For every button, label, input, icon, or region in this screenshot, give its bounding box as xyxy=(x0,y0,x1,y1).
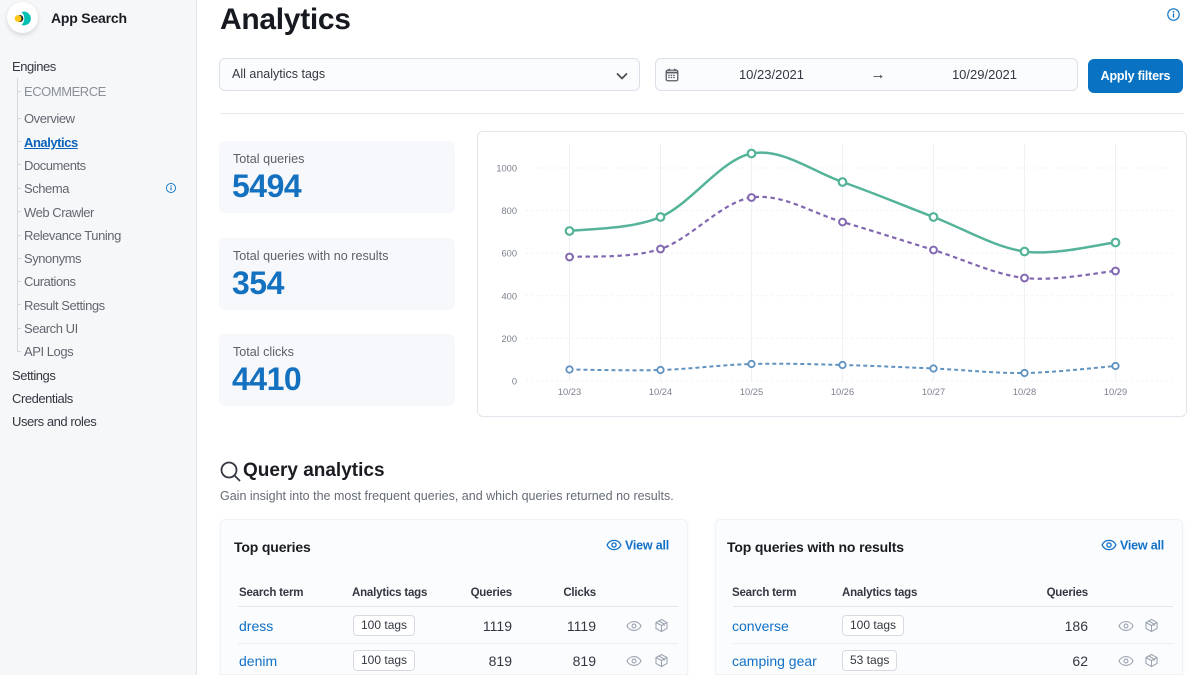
svg-text:600: 600 xyxy=(501,249,517,259)
svg-text:10/23: 10/23 xyxy=(558,387,581,397)
svg-text:200: 200 xyxy=(501,334,517,344)
svg-text:400: 400 xyxy=(501,291,517,301)
svg-text:10/28: 10/28 xyxy=(1013,387,1036,397)
svg-text:10/29: 10/29 xyxy=(1104,387,1127,397)
svg-text:10/27: 10/27 xyxy=(922,387,945,397)
svg-text:10/24: 10/24 xyxy=(649,387,672,397)
svg-text:1000: 1000 xyxy=(496,164,517,174)
svg-text:800: 800 xyxy=(501,206,517,216)
svg-text:0: 0 xyxy=(512,377,517,387)
svg-text:10/26: 10/26 xyxy=(831,387,854,397)
svg-text:10/25: 10/25 xyxy=(740,387,763,397)
